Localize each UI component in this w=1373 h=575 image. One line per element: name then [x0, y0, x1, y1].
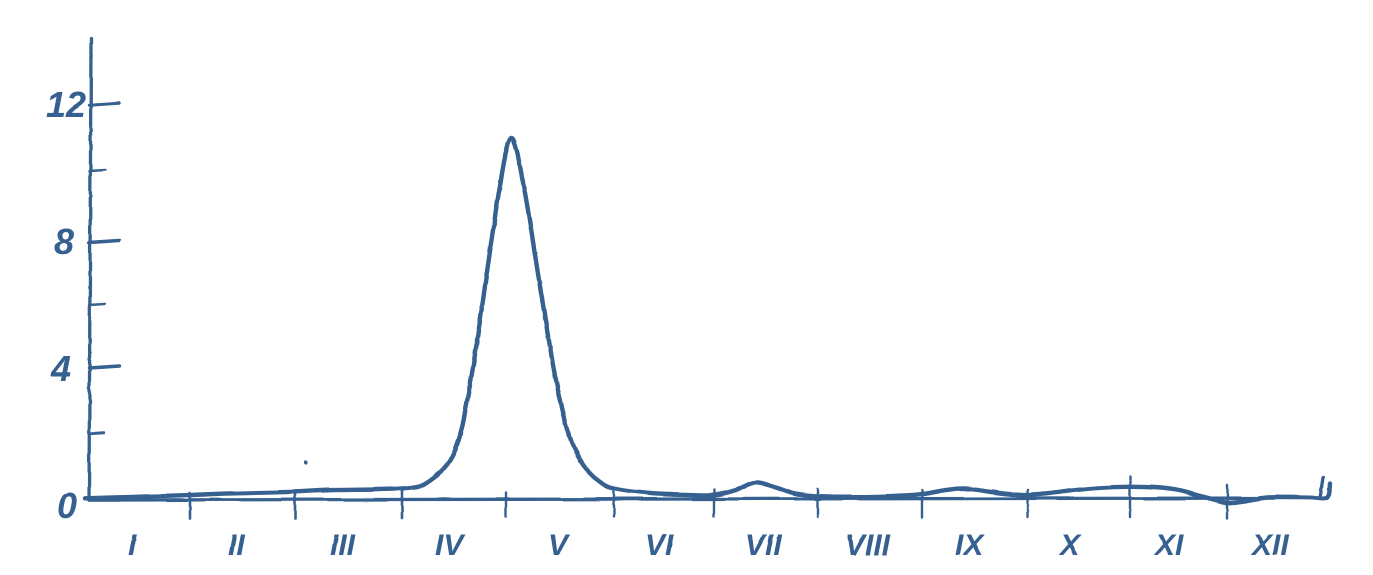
svg-text:VI: VI	[645, 529, 674, 562]
svg-text:XII: XII	[1250, 529, 1289, 562]
svg-text:II: II	[228, 529, 245, 562]
svg-text:4: 4	[50, 348, 71, 389]
svg-text:VII: VII	[745, 529, 782, 562]
svg-text:12: 12	[46, 84, 86, 125]
svg-text:IX: IX	[955, 529, 985, 562]
svg-text:I: I	[128, 529, 137, 562]
svg-text:X: X	[1058, 529, 1082, 562]
svg-text:VIII: VIII	[845, 529, 891, 562]
svg-text:V: V	[548, 529, 571, 562]
svg-text:0: 0	[57, 485, 77, 526]
svg-text:XI: XI	[1153, 529, 1184, 562]
svg-text:8: 8	[54, 221, 74, 262]
svg-text:III: III	[330, 529, 356, 562]
svg-text:IV: IV	[435, 529, 466, 562]
